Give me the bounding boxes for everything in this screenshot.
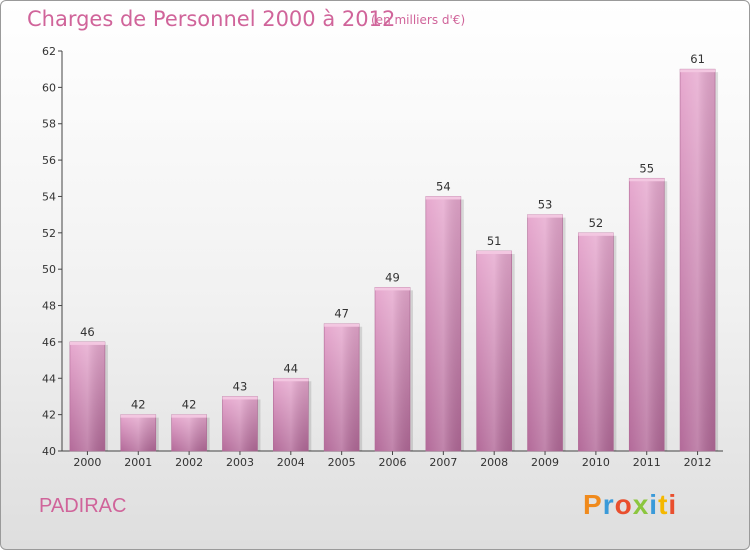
bar-top	[527, 214, 563, 218]
bar-top	[578, 232, 614, 236]
bar-top	[476, 251, 512, 254]
y-tick-label: 40	[42, 445, 56, 458]
bar-top	[324, 323, 360, 327]
bar-sheen	[476, 251, 512, 451]
bar-sheen	[527, 214, 563, 451]
logo-letter: r	[602, 489, 615, 520]
bar-top	[375, 287, 410, 291]
bar-top	[680, 69, 716, 73]
bar-value-label: 61	[690, 52, 705, 66]
x-tick-label: 2003	[226, 456, 254, 469]
bar-sheen	[273, 378, 309, 451]
bar-sheen	[578, 232, 614, 451]
bar-sheen	[425, 196, 461, 451]
bar-sheen	[222, 396, 258, 451]
bar-sheen	[69, 341, 105, 451]
bar-value-label: 49	[385, 270, 400, 284]
x-tick-label: 2007	[429, 456, 457, 469]
y-tick-label: 54	[42, 190, 56, 203]
chart-axes: 40 42 44 46 48 50 52 54 56 58 60 62	[42, 45, 723, 458]
chart-title-text: Charges de Personnel 2000 à 2012	[27, 7, 396, 31]
bar-sheen	[375, 287, 410, 451]
proxiti-logo[interactable]: Proxiti	[583, 489, 677, 521]
x-tick-label: 2005	[328, 456, 356, 469]
y-tick-label: 52	[42, 227, 56, 240]
y-tick-label: 42	[42, 409, 56, 422]
x-tick-label: 2000	[73, 456, 101, 469]
bar-top	[273, 378, 309, 382]
chart-labels: 46 2000 42 2001 42 2002 43 2003 44 2004 47 2005 49 20…	[73, 52, 711, 469]
x-tick-label: 2002	[175, 456, 203, 469]
bar-top	[425, 196, 461, 200]
chart-title: Charges de Personnel 2000 à 2012	[27, 7, 395, 31]
x-tick-label: 2011	[633, 456, 661, 469]
bar-sheen	[171, 414, 207, 451]
x-tick-label: 2001	[124, 456, 152, 469]
bar-sheen	[629, 178, 665, 452]
y-tick-label: 46	[42, 336, 56, 349]
logo-letter: x	[632, 489, 650, 520]
x-tick-label: 2006	[379, 456, 407, 469]
x-tick-label: 2010	[582, 456, 610, 469]
bar-value-label: 43	[233, 379, 248, 393]
bar-value-label: 46	[80, 325, 95, 339]
location-name: PADIRAC	[39, 495, 127, 517]
bar-top	[171, 414, 207, 418]
x-tick-label: 2008	[480, 456, 508, 469]
x-tick-label: 2009	[531, 456, 559, 469]
y-tick-label: 58	[42, 118, 56, 131]
bar-top	[69, 341, 105, 345]
logo-letter: o	[614, 489, 633, 520]
bar-value-label: 51	[487, 234, 502, 248]
bar-top	[120, 414, 156, 418]
logo-letter: i	[649, 489, 659, 520]
bar-value-label: 55	[639, 161, 654, 175]
bar-sheen	[324, 323, 360, 451]
logo-letter: t	[658, 489, 669, 520]
bar-top	[222, 396, 258, 400]
bar-value-label: 53	[538, 198, 553, 212]
chart-bars	[69, 68, 719, 452]
bar-sheen	[680, 69, 716, 451]
logo-letter: i	[668, 489, 678, 520]
bar-value-label: 52	[589, 216, 604, 230]
y-tick-label: 48	[42, 300, 56, 313]
y-tick-label: 50	[42, 263, 56, 276]
bar-value-label: 42	[182, 398, 197, 412]
chart-subtitle: (en milliers d'€)	[371, 13, 466, 27]
logo-letter: P	[583, 489, 603, 520]
y-tick-label: 60	[42, 81, 56, 94]
y-tick-label: 44	[42, 372, 56, 385]
y-tick-label: 56	[42, 154, 56, 167]
bar-top	[629, 178, 665, 182]
y-tick-label: 62	[42, 45, 56, 58]
x-tick-label: 2012	[684, 456, 712, 469]
bar-value-label: 42	[131, 398, 146, 412]
bar-value-label: 44	[283, 361, 298, 375]
bar-sheen	[120, 414, 156, 451]
bar-value-label: 47	[334, 307, 349, 321]
x-tick-label: 2004	[277, 456, 305, 469]
bar-value-label: 54	[436, 179, 451, 193]
